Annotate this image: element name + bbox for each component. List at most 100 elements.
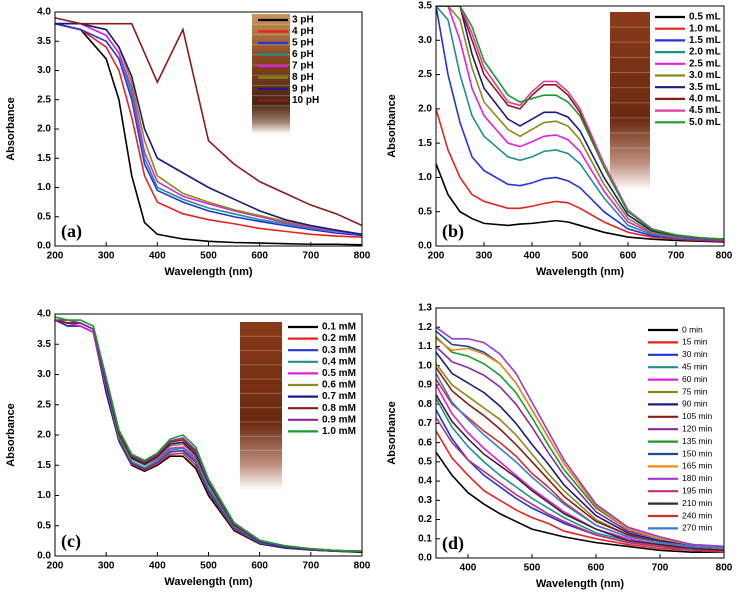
y-tick-label: 0.1	[418, 533, 432, 544]
x-tick-label: 300	[476, 251, 493, 262]
legend-label: 0.7 mM	[322, 391, 356, 402]
series-line	[436, 6, 724, 241]
x-axis-label: Wavelength (nm)	[164, 266, 253, 278]
legend-label: 0.9 mM	[322, 414, 356, 425]
x-tick-label: 700	[668, 251, 685, 262]
series-line	[436, 345, 724, 550]
series-line	[436, 326, 724, 548]
y-tick-label: 0.0	[418, 241, 432, 252]
y-tick-label: 0.0	[37, 551, 51, 562]
plot-frame	[435, 5, 725, 247]
y-tick-label: 2.0	[37, 430, 51, 441]
legend-label: 30 min	[682, 349, 708, 359]
x-tick-label: 800	[716, 251, 733, 262]
series-line	[55, 316, 362, 552]
x-tick-label: 500	[200, 561, 217, 572]
series-line	[55, 22, 362, 237]
x-tick-label: 700	[302, 561, 319, 572]
y-tick-label: 1.0	[37, 182, 51, 193]
y-tick-label: 3.0	[37, 369, 51, 380]
legend-label: 6 pH	[292, 49, 314, 60]
plot-lines	[436, 326, 724, 554]
x-tick-label: 600	[588, 563, 605, 574]
x-tick-label: 600	[251, 251, 268, 262]
x-tick-label: 200	[428, 251, 445, 262]
series-line	[436, 451, 724, 554]
x-axis-label: Wavelength (nm)	[536, 266, 625, 278]
series-line	[436, 108, 724, 242]
y-tick-label: 1.1	[418, 341, 432, 352]
series-line	[55, 22, 362, 236]
legend-label: 120 min	[682, 423, 713, 433]
y-tick-label: 1.5	[37, 153, 51, 164]
legend-label: 135 min	[682, 436, 713, 446]
legend-label: 0.8 mM	[322, 403, 356, 414]
panel-label: (d)	[442, 533, 464, 554]
legend-label: 75 min	[682, 386, 708, 396]
series-line	[436, 6, 724, 240]
legend-label: 4.5 mL	[689, 105, 721, 116]
legend-label: 210 min	[682, 498, 713, 508]
vial-photo	[610, 12, 650, 190]
x-tick-label: 600	[251, 561, 268, 572]
y-tick-label: 1.5	[418, 138, 432, 149]
y-tick-label: 0.8	[418, 399, 432, 410]
plot-lines	[436, 6, 724, 243]
vial-photo	[252, 14, 290, 134]
panel: 0.0 0.1 0.2 0.3 0.4 0.5 0.6 0.7 0.8 0.9 1.0 1.1 1.2 1…	[386, 303, 733, 590]
legend-label: 5.0 mL	[689, 117, 721, 128]
y-tick-label: 4.0	[37, 309, 51, 320]
legend-label: 195 min	[682, 485, 713, 495]
legend-label: 90 min	[682, 399, 708, 409]
y-tick-label: 2.0	[37, 124, 51, 135]
y-tick-label: 3.5	[37, 36, 51, 47]
legend-label: 60 min	[682, 374, 708, 384]
plot-frame	[435, 307, 725, 559]
legend-label: 3.0 mL	[689, 70, 721, 81]
series-line	[436, 417, 724, 552]
y-tick-label: 0.0	[37, 241, 51, 252]
panel-label: (a)	[61, 221, 82, 242]
y-tick-label: 1.3	[418, 303, 432, 314]
y-tick-label: 2.5	[37, 399, 51, 410]
y-tick-label: 3.0	[418, 35, 432, 46]
legend-label: 1.0 mL	[689, 23, 721, 34]
legend-label: 9 pH	[292, 84, 314, 95]
legend-label: 0.4 mM	[322, 356, 356, 367]
y-tick-label: 1.5	[37, 460, 51, 471]
series-line	[55, 22, 362, 239]
y-tick-label: 0.5	[37, 211, 51, 222]
legend-label: 150 min	[682, 448, 713, 458]
y-tick-label: 2.0	[418, 103, 432, 114]
legend-label: 10 pH	[292, 95, 319, 106]
plot-lines	[55, 316, 362, 554]
plot-frame	[54, 313, 363, 557]
panel: 0.0 0.5 1.0 1.5 2.0 2.5 3.0 3.5 4.0 200 300 400 500 6…	[5, 309, 371, 588]
legend-label: 0.5 mM	[322, 368, 356, 379]
y-tick-label: 0.7	[418, 418, 432, 429]
y-tick-label: 1.2	[418, 322, 432, 333]
series-line	[436, 6, 724, 240]
x-tick-label: 800	[354, 251, 371, 262]
legend-label: 180 min	[682, 473, 713, 483]
x-tick-label: 400	[460, 563, 477, 574]
plot-frame	[54, 11, 363, 247]
x-tick-label: 300	[98, 561, 115, 572]
x-axis-label: Wavelength (nm)	[164, 576, 253, 588]
y-tick-label: 2.5	[418, 69, 432, 80]
y-tick-label: 0.3	[418, 495, 432, 506]
legend-label: 4 pH	[292, 26, 314, 37]
y-tick-label: 3.0	[37, 65, 51, 76]
series-line	[436, 6, 724, 242]
panel: 0.0 0.5 1.0 1.5 2.0 2.5 3.0 3.5 200 300 400 500 600 7…	[386, 1, 733, 278]
x-tick-label: 300	[98, 251, 115, 262]
legend-label: 0.6 mM	[322, 380, 356, 391]
plot-lines	[55, 17, 362, 246]
y-tick-label: 1.0	[37, 490, 51, 501]
legend-label: 165 min	[682, 461, 713, 471]
y-axis-label: Absorbance	[386, 94, 398, 158]
y-tick-label: 0.2	[418, 514, 432, 525]
x-tick-label: 800	[716, 563, 733, 574]
legend-label: 105 min	[682, 411, 713, 421]
y-axis-label: Absorbance	[386, 401, 398, 465]
